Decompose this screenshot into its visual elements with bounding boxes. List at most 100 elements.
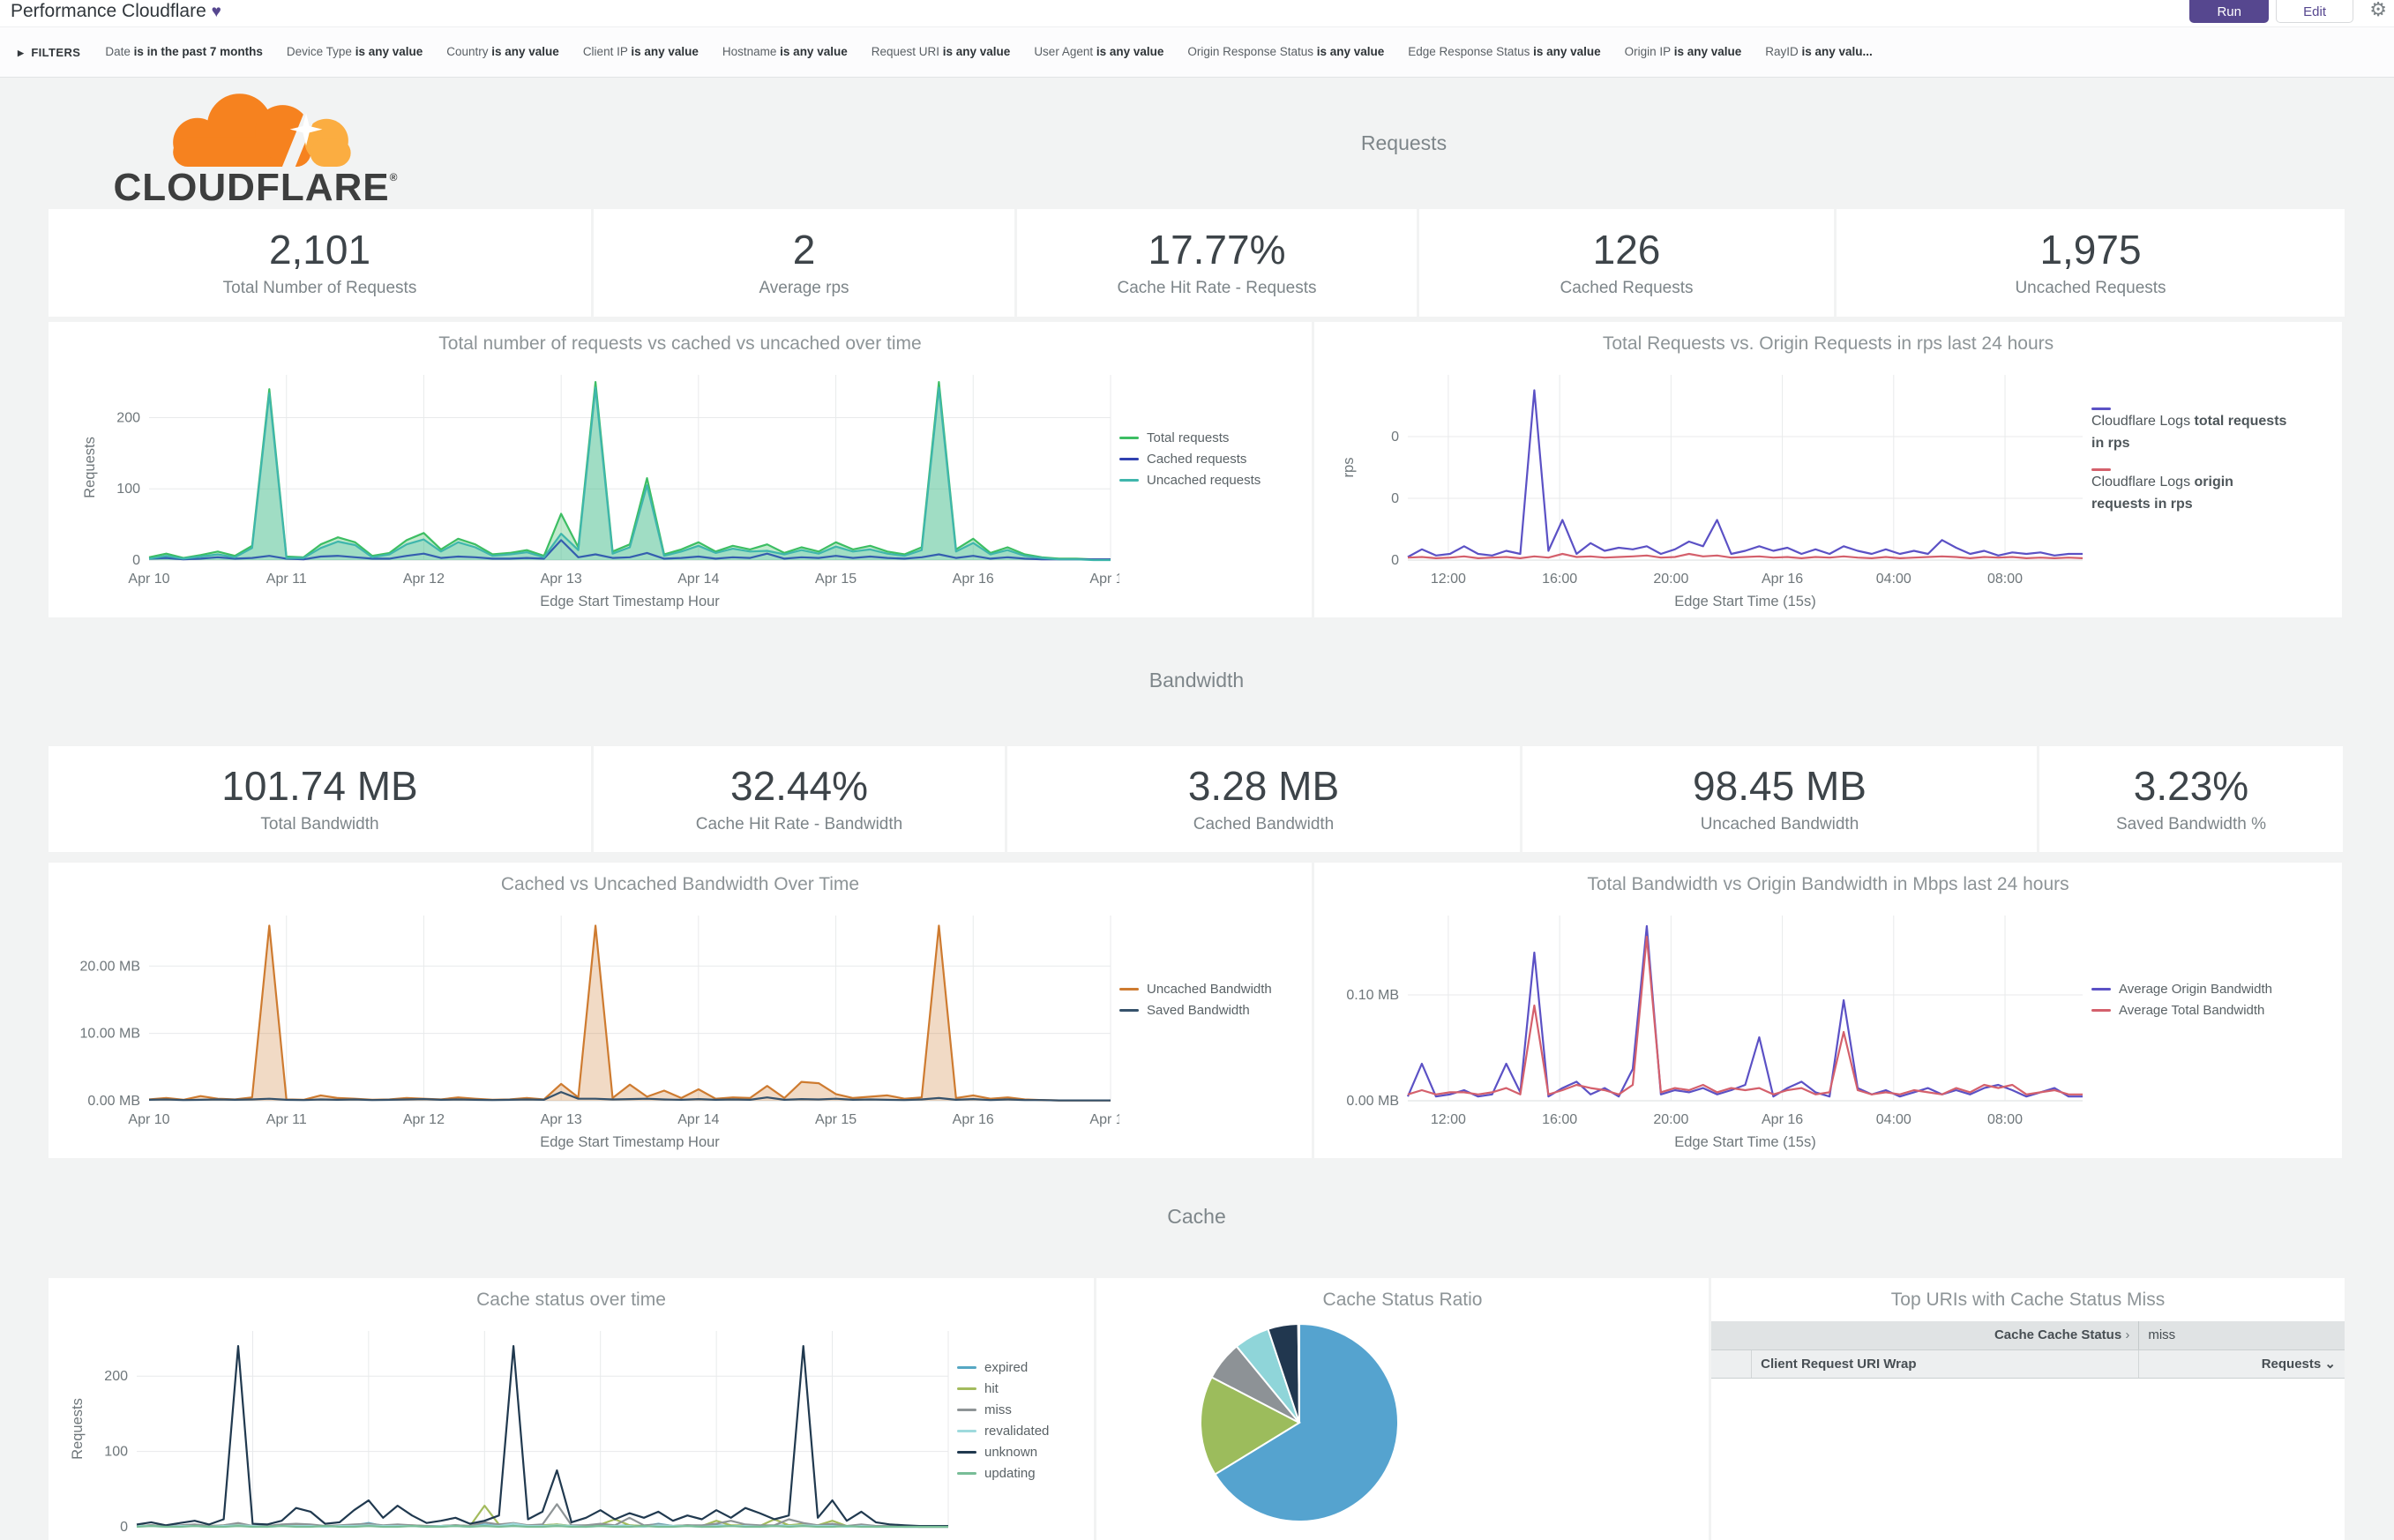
- cache-status-legend: expired hit miss revalidated unknown updating: [957, 1289, 1049, 1540]
- filter-hostname[interactable]: Hostname is any value: [722, 45, 848, 58]
- kpi-tile-total-number-of-requests: 2,101 Total Number of Requests: [49, 209, 591, 317]
- legend-item-unknown[interactable]: unknown: [957, 1442, 1049, 1463]
- filter-client-ip[interactable]: Client IP is any value: [582, 45, 699, 58]
- index-column-header: [1711, 1349, 1753, 1379]
- legend-swatch-icon: [1119, 458, 1139, 460]
- filter-origin-ip[interactable]: Origin IP is any value: [1624, 45, 1742, 58]
- requests-column-header[interactable]: Requests ⌄: [2138, 1349, 2345, 1379]
- filter-items: Date is in the past 7 months Device Type …: [105, 44, 1896, 60]
- legend-swatch-icon: [957, 1472, 976, 1475]
- svg-text:Apr 12: Apr 12: [348, 1538, 389, 1540]
- bandwidth-24h-chart[interactable]: 0.00 MB 0.10 MB 12:00 16:00 20:00 Apr 16 04:00…: [1337, 903, 2091, 1157]
- legend-label: revalidated: [984, 1424, 1050, 1439]
- legend-swatch-icon: [1119, 437, 1139, 439]
- filter-user-agent[interactable]: User Agent is any value: [1034, 45, 1164, 58]
- legend-item-hit[interactable]: hit: [957, 1379, 1049, 1400]
- edit-button[interactable]: Edit: [2276, 0, 2353, 23]
- filter-rayid[interactable]: RayID is any valu...: [1765, 45, 1873, 58]
- svg-text:08:00: 08:00: [1987, 572, 2023, 587]
- filter-request-uri[interactable]: Request URI is any value: [871, 45, 1011, 58]
- svg-text:Apr 10: Apr 10: [128, 1112, 169, 1127]
- legend-item-origin-requests-in-rps[interactable]: Cloudflare Logs origin requests in rps: [2091, 460, 2294, 515]
- svg-text:0: 0: [132, 553, 140, 568]
- legend-item-cached-requests[interactable]: Cached requests: [1119, 449, 1261, 470]
- top-uris-table: Cache Cache Status › miss Client Request…: [1711, 1321, 2345, 1379]
- filter-date[interactable]: Date is in the past 7 months: [105, 45, 263, 58]
- rps-24h-chart[interactable]: 0 0 0 12:00 16:00 20:00 Apr 16 04:00 08:00 rps Edg…: [1337, 363, 2091, 617]
- legend-item-miss[interactable]: miss: [957, 1400, 1049, 1421]
- uri-column-header[interactable]: Client Request URI Wrap: [1751, 1349, 2139, 1379]
- kpi-value: 101.74 MB: [221, 762, 418, 809]
- run-button[interactable]: Run: [2189, 0, 2269, 23]
- svg-text:100: 100: [104, 1445, 128, 1460]
- svg-text:16:00: 16:00: [1542, 1112, 1577, 1127]
- chart-title: Cached vs Uncached Bandwidth Over Time: [500, 874, 860, 894]
- panel-rps-24h: Total Requests vs. Origin Requests in rp…: [1314, 322, 2342, 617]
- svg-text:Apr 16: Apr 16: [953, 572, 994, 587]
- legend-item-revalidated[interactable]: revalidated: [957, 1421, 1049, 1442]
- panel-cache-status-over-time: Cache status over time 0 100 200 Apr 10 Apr …: [49, 1278, 1094, 1540]
- svg-text:20:00: 20:00: [1653, 572, 1688, 587]
- legend-label: Uncached requests: [1147, 473, 1261, 488]
- legend-item-saved-bandwidth[interactable]: Saved Bandwidth: [1119, 1000, 1272, 1021]
- kpi-row-bandwidth: 101.74 MB Total Bandwidth 32.44% Cache Hit …: [49, 746, 2345, 852]
- legend-label: miss: [984, 1402, 1012, 1417]
- legend-swatch-icon: [2091, 407, 2111, 410]
- svg-text:12:00: 12:00: [1431, 1112, 1466, 1127]
- section-header-bandwidth: Bandwidth: [1148, 669, 1245, 692]
- svg-text:Apr 16: Apr 16: [1762, 1112, 1803, 1127]
- legend-item-updating[interactable]: updating: [957, 1463, 1049, 1484]
- legend-label: unknown: [984, 1445, 1038, 1460]
- gear-icon[interactable]: ⚙: [2369, 0, 2387, 20]
- svg-text:Apr 17: Apr 17: [1089, 1112, 1119, 1127]
- pie-slice-miss[interactable]: [1200, 1376, 1302, 1476]
- chart-title: Cache status over time: [476, 1290, 666, 1310]
- pie-slice-updating[interactable]: [1297, 1322, 1300, 1424]
- chevron-right-icon: ›: [2125, 1327, 2130, 1343]
- svg-text:16:00: 16:00: [1542, 572, 1577, 587]
- legend-item-uncached-requests[interactable]: Uncached requests: [1119, 470, 1261, 491]
- svg-text:04:00: 04:00: [1876, 1112, 1911, 1127]
- kpi-label: Cached Bandwidth: [1193, 815, 1335, 834]
- legend-item-total-requests-in-rps[interactable]: Cloudflare Logs total requests in rps: [2091, 399, 2294, 454]
- legend-item-total-requests[interactable]: Total requests: [1119, 428, 1261, 449]
- filters-toggle[interactable]: ▶ FILTERS: [18, 45, 81, 59]
- panel-requests-over-time: Total number of requests vs cached vs un…: [49, 322, 1312, 617]
- kpi-label: Average rps: [759, 279, 849, 298]
- filter-country[interactable]: Country is any value: [446, 45, 559, 58]
- svg-text:Apr 14: Apr 14: [677, 1112, 719, 1127]
- cloudflare-wordmark: CLOUDFLARE®: [113, 165, 399, 209]
- legend-label: Total requests: [1147, 430, 1230, 445]
- svg-text:Apr 12: Apr 12: [403, 1112, 445, 1127]
- svg-text:Apr 15: Apr 15: [815, 1112, 857, 1127]
- legend-item-average-origin-bandwidth[interactable]: Average Origin Bandwidth: [2091, 979, 2272, 1000]
- svg-text:0.10 MB: 0.10 MB: [1346, 988, 1399, 1003]
- bandwidth-over-time-chart[interactable]: 0.00 MB 10.00 MB 20.00 MB Apr 10 Apr 11 Apr 1…: [79, 903, 1119, 1157]
- legend-label: Saved Bandwidth: [1147, 1003, 1250, 1018]
- pie-slice-unknown[interactable]: [1214, 1322, 1400, 1522]
- svg-text:Apr 14: Apr 14: [677, 572, 719, 587]
- cache-status-ratio-pie[interactable]: [1195, 1319, 1403, 1527]
- svg-text:Apr 14: Apr 14: [580, 1538, 621, 1540]
- kpi-tile-cache-hit-rate-bandwidth: 32.44% Cache Hit Rate - Bandwidth: [594, 746, 1005, 852]
- pivot-header[interactable]: Cache Cache Status ›: [1711, 1321, 2139, 1350]
- cache-status-over-time-chart[interactable]: 0 100 200 Apr 10 Apr 11 Apr 12 Apr 13 Apr 14 Apr…: [66, 1319, 957, 1540]
- filter-device-type[interactable]: Device Type is any value: [286, 45, 423, 58]
- filter-edge-response-status[interactable]: Edge Response Status is any value: [1408, 45, 1601, 58]
- legend-swatch-icon: [957, 1430, 976, 1432]
- chart-title: Total Requests vs. Origin Requests in rp…: [1602, 333, 2054, 354]
- svg-text:Apr 11: Apr 11: [266, 572, 307, 587]
- kpi-value: 3.28 MB: [1187, 762, 1340, 809]
- filter-origin-response-status[interactable]: Origin Response Status is any value: [1187, 45, 1385, 58]
- top-bar: Performance Cloudflare ♥ Run Edit ⚙: [0, 0, 2394, 26]
- legend-item-average-total-bandwidth[interactable]: Average Total Bandwidth: [2091, 1000, 2272, 1021]
- legend-item-expired[interactable]: expired: [957, 1357, 1049, 1379]
- legend-swatch-icon: [957, 1409, 976, 1411]
- svg-text:Apr 13: Apr 13: [541, 572, 582, 587]
- chart-title: Total number of requests vs cached vs un…: [438, 333, 922, 354]
- legend-label: Cached requests: [1147, 452, 1247, 467]
- requests-over-time-chart[interactable]: 0 100 200 Apr 10 Apr 11 Apr 12 Apr 13 Apr 14 Apr…: [79, 363, 1119, 617]
- kpi-tile-cache-hit-rate-requests: 17.77% Cache Hit Rate - Requests: [1017, 209, 1417, 317]
- svg-text:12:00: 12:00: [1431, 572, 1466, 587]
- legend-item-uncached-bandwidth[interactable]: Uncached Bandwidth: [1119, 979, 1272, 1000]
